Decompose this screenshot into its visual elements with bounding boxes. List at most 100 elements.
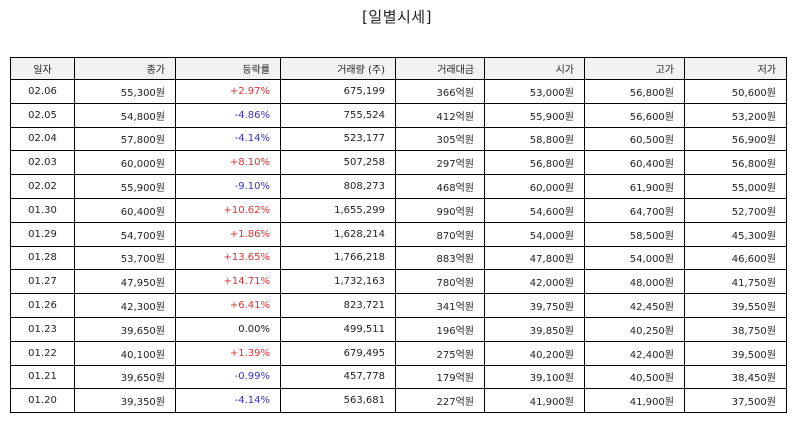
- cell-amount: 179억원: [395, 364, 485, 390]
- table-row: 01.22 40,100원 +1.39% 679,495 275억원 40,200원 42,…: [10, 340, 787, 366]
- cell-volume: 507,258: [280, 150, 396, 176]
- cell-amount: 297억원: [395, 150, 485, 176]
- cell-date: 02.06: [10, 79, 75, 104]
- cell-date: 02.03: [10, 150, 75, 176]
- cell-high: 58,500원: [584, 221, 685, 247]
- cell-low: 55,000원: [684, 174, 787, 199]
- cell-volume: 523,177: [280, 126, 396, 152]
- cell-amount: 412억원: [395, 102, 485, 128]
- cell-high: 48,000원: [584, 269, 685, 295]
- cell-amount: 196억원: [395, 316, 485, 342]
- cell-date: 01.23: [10, 316, 75, 342]
- table-row: 02.04 57,800원 -4.14% 523,177 305억원 58,800원 60,…: [10, 126, 787, 152]
- cell-low: 38,450원: [684, 364, 787, 390]
- table-row: 02.02 55,900원 -9.10% 808,273 468억원 60,000원 61,…: [10, 174, 787, 199]
- cell-low: 56,800원: [684, 150, 787, 176]
- cell-close: 54,800원: [74, 102, 176, 128]
- cell-date: 01.21: [10, 364, 75, 390]
- cell-change: +1.86%: [175, 221, 281, 247]
- cell-volume: 563,681: [280, 388, 396, 414]
- cell-date: 02.02: [10, 174, 75, 199]
- cell-low: 46,600원: [684, 245, 787, 271]
- header-volume: 거래량 (주): [280, 57, 396, 80]
- cell-date: 01.29: [10, 221, 75, 247]
- cell-open: 47,800원: [484, 245, 585, 271]
- page-title: [일별시세]: [362, 8, 432, 26]
- cell-low: 52,700원: [684, 197, 787, 223]
- cell-open: 56,800원: [484, 150, 585, 176]
- cell-close: 60,000원: [74, 150, 176, 176]
- cell-close: 40,100원: [74, 340, 176, 366]
- cell-amount: 780억원: [395, 269, 485, 295]
- table-row: 01.28 53,700원 +13.65% 1,766,218 883억원 47,800원…: [10, 245, 787, 271]
- cell-open: 58,800원: [484, 126, 585, 152]
- cell-date: 01.20: [10, 388, 75, 414]
- cell-change: +2.97%: [175, 79, 281, 104]
- cell-amount: 275억원: [395, 340, 485, 366]
- cell-high: 56,800원: [584, 79, 685, 104]
- cell-change: +1.39%: [175, 340, 281, 366]
- cell-high: 40,500원: [584, 364, 685, 390]
- table-row: 02.03 60,000원 +8.10% 507,258 297억원 56,800원 60,…: [10, 150, 787, 176]
- cell-change: -4.14%: [175, 126, 281, 152]
- cell-change: -4.86%: [175, 102, 281, 128]
- cell-open: 40,200원: [484, 340, 585, 366]
- cell-change: +6.41%: [175, 293, 281, 318]
- cell-volume: 457,778: [280, 364, 396, 390]
- cell-close: 55,300원: [74, 79, 176, 104]
- cell-low: 38,750원: [684, 316, 787, 342]
- cell-open: 39,750원: [484, 293, 585, 318]
- cell-change: +13.65%: [175, 245, 281, 271]
- cell-high: 60,400원: [584, 150, 685, 176]
- cell-change: 0.00%: [175, 316, 281, 342]
- header-low: 저가: [684, 57, 787, 80]
- cell-amount: 990억원: [395, 197, 485, 223]
- table-row: 01.29 54,700원 +1.86% 1,628,214 870억원 54,000원 5…: [10, 221, 787, 247]
- cell-volume: 1,628,214: [280, 221, 396, 247]
- cell-close: 55,900원: [74, 174, 176, 199]
- cell-change: -0.99%: [175, 364, 281, 390]
- table-row: 01.26 42,300원 +6.41% 823,721 341억원 39,750원 42,…: [10, 293, 787, 318]
- cell-high: 42,450원: [584, 293, 685, 318]
- header-amount: 거래대금: [395, 57, 485, 80]
- table-body: 02.06 55,300원 +2.97% 675,199 366억원 53,000원 56,…: [10, 79, 787, 414]
- cell-low: 41,750원: [684, 269, 787, 295]
- cell-close: 53,700원: [74, 245, 176, 271]
- cell-open: 54,600원: [484, 197, 585, 223]
- cell-amount: 341억원: [395, 293, 485, 318]
- daily-price-table: 일자 종가 등락률 거래량 (주) 거래대금 시가 고가 저가 02.06 55,…: [10, 57, 787, 414]
- cell-low: 39,550원: [684, 293, 787, 318]
- cell-close: 60,400원: [74, 197, 176, 223]
- cell-high: 61,900원: [584, 174, 685, 199]
- cell-high: 42,400원: [584, 340, 685, 366]
- cell-open: 39,850원: [484, 316, 585, 342]
- table-row: 01.23 39,650원 0.00% 499,511 196억원 39,850원 40,2…: [10, 316, 787, 342]
- cell-volume: 823,721: [280, 293, 396, 318]
- cell-volume: 1,655,299: [280, 197, 396, 223]
- cell-amount: 468억원: [395, 174, 485, 199]
- cell-open: 42,000원: [484, 269, 585, 295]
- cell-volume: 499,511: [280, 316, 396, 342]
- cell-low: 50,600원: [684, 79, 787, 104]
- cell-low: 56,900원: [684, 126, 787, 152]
- cell-close: 57,800원: [74, 126, 176, 152]
- header-open: 시가: [484, 57, 585, 80]
- cell-close: 39,650원: [74, 364, 176, 390]
- cell-change: +14.71%: [175, 269, 281, 295]
- cell-amount: 305억원: [395, 126, 485, 152]
- table-row: 01.30 60,400원 +10.62% 1,655,299 990억원 54,600원…: [10, 197, 787, 223]
- cell-volume: 1,732,163: [280, 269, 396, 295]
- table-row: 02.06 55,300원 +2.97% 675,199 366억원 53,000원 56,…: [10, 79, 787, 104]
- cell-low: 53,200원: [684, 102, 787, 128]
- header-change: 등락률: [175, 57, 281, 80]
- cell-change: -4.14%: [175, 388, 281, 414]
- table-header-row: 일자 종가 등락률 거래량 (주) 거래대금 시가 고가 저가: [10, 57, 787, 80]
- table-row: 01.20 39,350원 -4.14% 563,681 227억원 41,900원 41,…: [10, 388, 787, 414]
- cell-close: 39,650원: [74, 316, 176, 342]
- cell-open: 39,100원: [484, 364, 585, 390]
- cell-amount: 227억원: [395, 388, 485, 414]
- cell-date: 01.28: [10, 245, 75, 271]
- cell-volume: 1,766,218: [280, 245, 396, 271]
- cell-high: 54,000원: [584, 245, 685, 271]
- cell-high: 64,700원: [584, 197, 685, 223]
